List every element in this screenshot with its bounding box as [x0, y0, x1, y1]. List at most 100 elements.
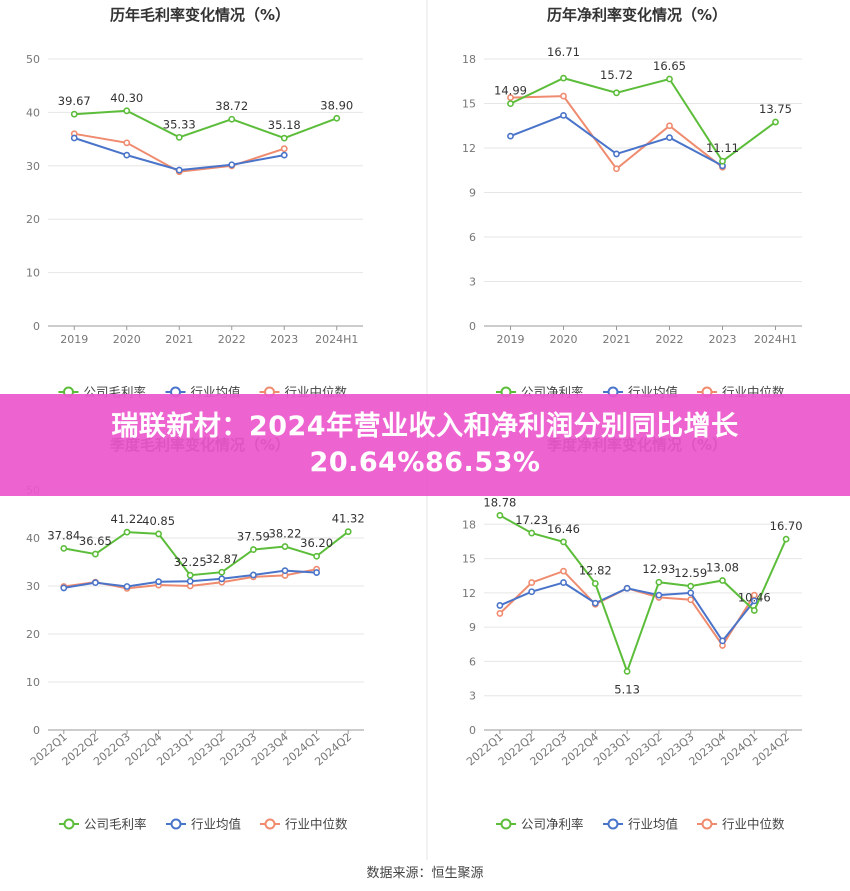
data-point [687, 582, 695, 590]
legend-label: 行业均值 [628, 817, 678, 832]
legend-label: 公司毛利率 [84, 817, 147, 832]
data-point [333, 114, 341, 122]
y-tick-label: 15 [462, 98, 476, 111]
data-label: 17.23 [515, 513, 548, 527]
data-label: 36.20 [300, 536, 333, 550]
data-label: 16.65 [653, 59, 686, 73]
data-point [687, 596, 695, 604]
data-point [613, 89, 620, 97]
legend-item[interactable]: 行业均值 [166, 817, 241, 832]
data-point [528, 579, 536, 586]
data-point [175, 133, 183, 141]
chart-2: 历年净利率变化情况（%） 0 3 6 9 12 15 18 2019 2020 2021 2022 20… [462, 6, 802, 400]
data-point [155, 578, 162, 586]
data-point [496, 610, 504, 617]
y-tick-label: 6 [469, 655, 476, 668]
data-point [719, 637, 726, 645]
headline-text: 瑞联新材：2024年营业收入和净利润分别同比增长20.64%86.53% [111, 411, 739, 478]
legend-marker [500, 818, 512, 830]
data-point [70, 110, 78, 118]
legend-marker [264, 818, 276, 830]
y-tick-label: 20 [26, 628, 40, 641]
legend-item[interactable]: 公司毛利率 [59, 817, 147, 832]
legend-item[interactable]: 行业中位数 [697, 817, 785, 832]
y-tick-label: 50 [26, 53, 40, 66]
data-label: 15.72 [600, 68, 633, 82]
y-tick-label: 0 [469, 724, 476, 737]
x-tick-label: 2022 [656, 333, 684, 346]
data-point [591, 580, 599, 587]
data-point [60, 544, 68, 552]
data-point [249, 571, 257, 579]
legend-item[interactable]: 行业中位数 [260, 817, 348, 832]
data-point [613, 165, 620, 173]
series-line [63, 530, 349, 577]
data-label: 41.32 [332, 512, 365, 526]
data-label: 36.65 [79, 534, 112, 548]
legend-item[interactable]: 公司净利率 [496, 817, 584, 832]
y-tick-label: 0 [33, 320, 40, 333]
data-point [687, 589, 695, 597]
data-point [280, 151, 288, 159]
y-tick-label: 0 [33, 724, 40, 737]
data-label: 40.30 [110, 91, 143, 105]
x-tick-label: 2023 [270, 333, 298, 346]
series-line [510, 77, 777, 163]
series-line [73, 137, 285, 172]
data-point [123, 583, 131, 590]
data-point [560, 567, 567, 575]
series-line [510, 114, 723, 167]
data-label: 39.67 [58, 94, 91, 108]
chart-1: 历年毛利率变化情况（%） 0 10 20 30 40 50 2019 2020 2021 2022 2… [26, 6, 363, 400]
data-label: 37.84 [47, 528, 80, 542]
headline-banner: 瑞联新材：2024年营业收入和净利润分别同比增长20.64%86.53% [0, 394, 850, 496]
y-tick-label: 12 [462, 587, 476, 600]
data-point [60, 584, 68, 592]
y-tick-label: 18 [462, 53, 476, 66]
data-point [123, 107, 131, 115]
data-point [496, 511, 504, 519]
x-tick-label: 2024H1 [754, 333, 797, 346]
data-point [719, 577, 726, 584]
data-point [666, 75, 673, 83]
data-point [228, 161, 236, 169]
x-tick-label: 2024H1 [315, 333, 358, 346]
data-point [591, 599, 599, 607]
data-point [623, 667, 631, 675]
data-point [507, 100, 514, 108]
data-point [281, 543, 289, 550]
data-point [155, 530, 162, 538]
data-label: 32.87 [205, 552, 238, 566]
y-tick-label: 3 [469, 276, 476, 289]
data-point [655, 578, 663, 586]
data-point [666, 122, 673, 130]
data-point [280, 145, 288, 153]
y-tick-label: 15 [462, 553, 476, 566]
x-tick-label: 2021 [165, 333, 193, 346]
data-label: 16.70 [770, 519, 803, 533]
data-label: 5.13 [614, 682, 640, 696]
data-point [666, 134, 673, 142]
legend-label: 行业中位数 [285, 817, 348, 832]
y-tick-label: 30 [26, 160, 40, 173]
data-label: 13.08 [706, 561, 739, 575]
data-label: 38.22 [269, 527, 302, 541]
legend-item[interactable]: 行业均值 [603, 817, 678, 832]
data-label: 38.90 [320, 98, 353, 112]
data-point [560, 579, 567, 586]
series-line [499, 514, 788, 675]
data-point [655, 591, 663, 599]
data-label: 41.22 [111, 512, 144, 526]
data-point [175, 166, 183, 174]
series-line [74, 109, 338, 140]
data-point [560, 92, 567, 100]
y-tick-label: 12 [462, 142, 476, 155]
data-point [228, 115, 236, 123]
data-label: 35.18 [268, 118, 301, 132]
data-point [218, 575, 226, 583]
x-tick-label: 2022 [218, 333, 246, 346]
chart-title: 历年毛利率变化情况（%） [110, 6, 290, 24]
data-label: 40.85 [142, 514, 175, 528]
x-tick-label: 2020 [550, 333, 578, 346]
legend-label: 行业中位数 [722, 817, 785, 832]
